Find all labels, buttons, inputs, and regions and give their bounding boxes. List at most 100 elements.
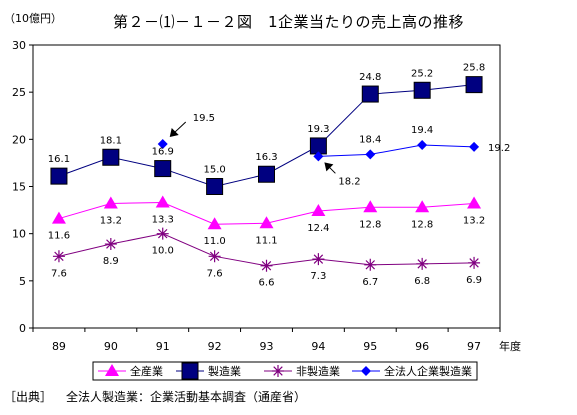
data-label-0-8: 13.2 xyxy=(463,215,485,226)
data-point-3-8 xyxy=(469,141,480,152)
data-point-3-7 xyxy=(417,139,428,150)
data-label-1-0: 16.1 xyxy=(48,154,70,165)
legend-label-1: 製造業 xyxy=(208,364,241,378)
x-tick-label: 94 xyxy=(311,340,325,353)
x-tick-label: 93 xyxy=(260,340,274,353)
data-point-2-1-shape xyxy=(104,238,117,251)
data-point-1-4 xyxy=(258,165,275,183)
data-point-1-1 xyxy=(102,148,120,166)
data-point-1-6 xyxy=(361,85,379,103)
data-label-0-0: 11.6 xyxy=(48,231,70,242)
y-tick-label: 10 xyxy=(12,228,26,241)
data-point-3-2-shape xyxy=(157,139,168,150)
data-point-1-0-shape xyxy=(50,167,68,185)
data-point-2-3 xyxy=(208,250,221,263)
data-label-2-1: 8.9 xyxy=(103,256,119,267)
data-point-2-8 xyxy=(468,256,481,269)
data-point-0-3 xyxy=(207,217,222,230)
x-tick-label: 95 xyxy=(363,340,377,353)
data-point-0-4-shape xyxy=(259,216,274,229)
data-label-3-2: 19.5 xyxy=(193,113,215,124)
y-tick-label: 20 xyxy=(12,133,26,146)
data-label-1-5: 19.3 xyxy=(307,124,329,135)
data-point-2-6 xyxy=(364,258,377,271)
legend-label-2: 非製造業 xyxy=(296,364,340,378)
data-point-2-4-shape xyxy=(260,259,273,272)
data-point-0-0-shape xyxy=(51,211,66,224)
source-text: 全法人製造業：企業活動基本調査（通産省） xyxy=(66,390,307,404)
data-point-1-8-shape xyxy=(465,76,483,94)
x-axis-label: 年度 xyxy=(499,339,521,353)
data-point-0-8 xyxy=(467,196,482,209)
legend-marker-2 xyxy=(272,365,284,377)
data-point-1-0 xyxy=(50,167,68,185)
callout-arrowhead xyxy=(169,128,179,138)
legend-marker-2-shape xyxy=(272,365,284,377)
data-point-2-5 xyxy=(312,253,325,266)
data-point-3-6-shape xyxy=(365,149,376,160)
data-point-1-7 xyxy=(413,81,431,99)
data-label-0-7: 12.8 xyxy=(411,219,433,230)
data-point-3-8-shape xyxy=(469,141,480,152)
data-point-2-0 xyxy=(52,250,65,263)
data-label-2-2: 10.0 xyxy=(152,246,174,257)
data-point-1-1-shape xyxy=(102,148,120,166)
data-label-2-0: 7.6 xyxy=(51,268,67,279)
data-point-1-3 xyxy=(206,178,224,195)
x-tick-label: 97 xyxy=(467,340,481,353)
data-point-0-0 xyxy=(51,211,66,224)
data-label-3-7: 19.4 xyxy=(411,125,433,136)
legend-label-0: 全産業 xyxy=(130,364,163,378)
data-point-1-4-shape xyxy=(258,165,275,183)
y-tick-label: 5 xyxy=(19,275,26,288)
x-tick-label: 92 xyxy=(208,340,222,353)
data-point-2-6-shape xyxy=(364,258,377,271)
legend-marker-1-shape xyxy=(181,362,199,380)
data-point-2-2 xyxy=(156,227,169,240)
legend-marker-0 xyxy=(105,364,119,376)
data-point-2-7 xyxy=(416,257,429,270)
data-label-2-3: 7.6 xyxy=(207,268,223,279)
x-tick-label: 96 xyxy=(415,340,429,353)
legend-label-3: 全法人企業製造業 xyxy=(384,364,472,378)
source-note: ［出典］ 全法人製造業：企業活動基本調査（通産省） xyxy=(4,388,306,405)
x-tick-label: 89 xyxy=(52,340,66,353)
data-label-0-5: 12.4 xyxy=(307,223,329,234)
y-unit-label: （10億円） xyxy=(4,12,62,25)
data-point-0-1-shape xyxy=(103,196,118,209)
data-point-2-7-shape xyxy=(416,257,429,270)
data-point-1-8 xyxy=(465,76,483,94)
data-point-0-4 xyxy=(259,216,274,229)
data-point-1-3-shape xyxy=(206,178,224,195)
data-point-0-3-shape xyxy=(207,217,222,230)
data-label-1-1: 18.1 xyxy=(100,135,122,146)
data-label-3-8: 19.2 xyxy=(488,143,510,154)
y-tick-label: 0 xyxy=(19,322,26,335)
data-point-0-7 xyxy=(415,200,430,213)
data-label-0-1: 13.2 xyxy=(100,215,122,226)
chart-title: 第２－⑴－１－２図 1企業当たりの売上高の推移 xyxy=(112,13,465,31)
source-prefix: ［出典］ xyxy=(4,390,53,404)
data-point-2-2-shape xyxy=(156,227,169,240)
data-point-2-8-shape xyxy=(468,256,481,269)
series-line-3 xyxy=(318,144,475,157)
data-label-0-2: 13.3 xyxy=(152,215,174,226)
data-point-0-8-shape xyxy=(467,196,482,209)
y-tick-label: 25 xyxy=(12,86,26,99)
data-point-3-2 xyxy=(157,139,168,150)
legend-marker-3 xyxy=(361,366,371,376)
data-label-0-4: 11.1 xyxy=(255,235,277,246)
x-tick-label: 91 xyxy=(156,340,170,353)
data-point-1-6-shape xyxy=(361,85,379,103)
callout-arrowhead xyxy=(324,162,334,172)
data-point-2-0-shape xyxy=(52,250,65,263)
data-label-1-8: 25.8 xyxy=(463,63,485,74)
data-point-0-7-shape xyxy=(415,200,430,213)
data-point-3-5 xyxy=(313,151,324,162)
data-point-2-3-shape xyxy=(208,250,221,263)
data-label-1-3: 15.0 xyxy=(203,165,225,176)
data-label-2-7: 6.8 xyxy=(414,276,430,287)
data-point-1-2-shape xyxy=(154,160,172,178)
data-label-2-8: 6.9 xyxy=(466,275,482,286)
